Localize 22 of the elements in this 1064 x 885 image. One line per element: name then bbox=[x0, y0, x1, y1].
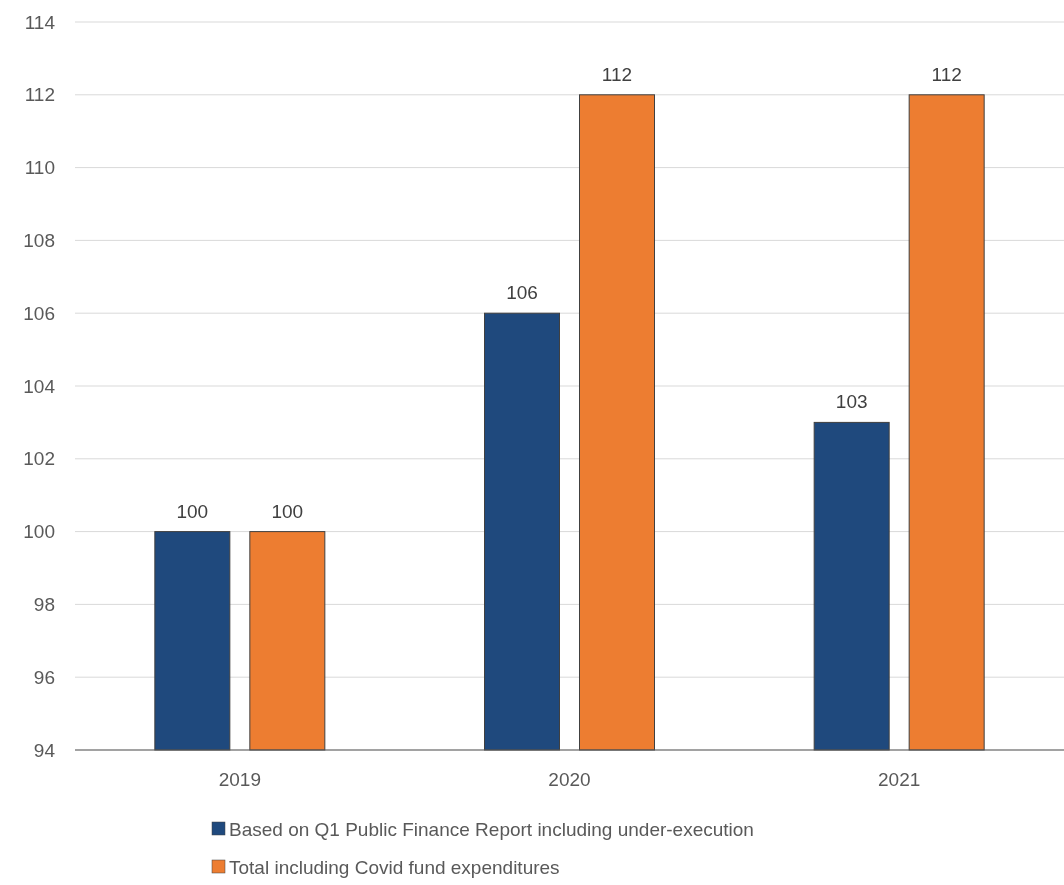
y-tick-label: 96 bbox=[33, 666, 55, 688]
y-tick-label: 98 bbox=[33, 594, 55, 616]
y-tick-label: 102 bbox=[23, 448, 55, 470]
data-label: 100 bbox=[176, 500, 209, 522]
x-tick-label: 2019 bbox=[218, 769, 261, 790]
data-label: 100 bbox=[271, 500, 304, 522]
y-tick-label: 104 bbox=[23, 375, 56, 397]
y-tick-label: 114 bbox=[24, 11, 56, 33]
y-tick-label: 94 bbox=[33, 739, 56, 761]
y-tick-label: 108 bbox=[23, 230, 55, 252]
legend-label: Total including Covid fund expenditures bbox=[229, 856, 560, 878]
x-tick-label: 2020 bbox=[548, 769, 591, 790]
y-tick-label: 112 bbox=[24, 84, 55, 106]
data-label: 103 bbox=[835, 391, 868, 413]
y-tick-label: 106 bbox=[23, 302, 55, 324]
legend-label: Based on Q1 Public Finance Report including under-execution bbox=[229, 818, 754, 840]
x-tick-label: 2021 bbox=[878, 769, 921, 790]
data-label: 112 bbox=[601, 63, 633, 85]
y-tick-label: 110 bbox=[24, 157, 55, 179]
data-label: 112 bbox=[931, 63, 962, 85]
data-label: 106 bbox=[506, 282, 538, 304]
y-tick-label: 100 bbox=[23, 521, 55, 543]
